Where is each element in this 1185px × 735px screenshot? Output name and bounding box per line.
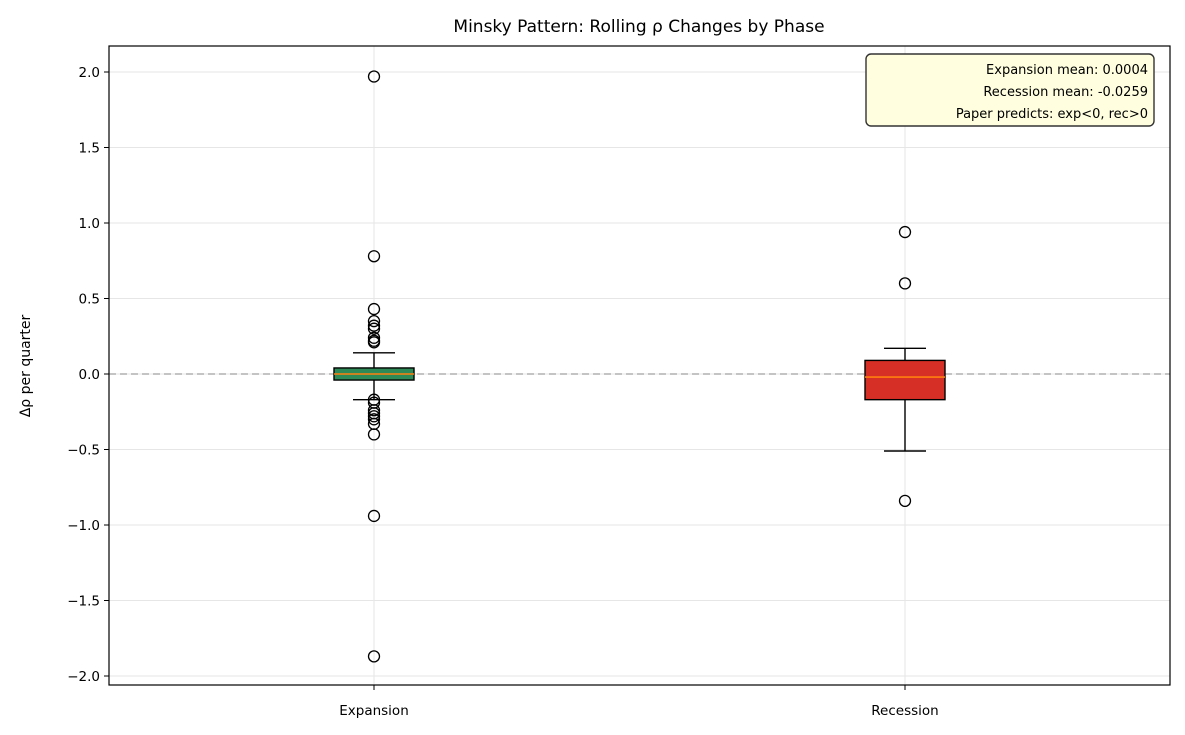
y-tick-label: −2.0 [67,669,100,685]
outlier-point [367,314,381,328]
chart-title: Minsky Pattern: Rolling ρ Changes by Pha… [453,17,824,37]
box-expansion [333,70,415,663]
y-tick-label: 0.5 [79,292,100,308]
outlier-point [898,225,912,239]
outlier-point [367,413,381,426]
y-tick-label: −1.5 [67,594,100,610]
y-tick-label: 0.0 [79,367,100,383]
y-tick-label: −0.5 [67,443,100,459]
outlier-point [367,250,381,263]
outlier-point [367,428,381,441]
grid-lines [109,46,1170,685]
annotation-line-1: Expansion mean: 0.0004 [986,63,1148,78]
y-axis-label: Δρ per quarter [18,314,34,417]
outlier-point [367,509,381,523]
annotation-line-2: Recession mean: -0.0259 [983,85,1148,100]
y-tick-label: −1.0 [67,518,100,534]
outlier-point [898,277,912,290]
outlier-point [367,319,381,332]
y-tick-label: 1.0 [79,216,100,232]
outlier-point [367,410,381,423]
outlier-point [367,336,381,349]
x-tick-label: Recession [871,703,938,719]
outlier-point [367,404,381,417]
outlier-point [898,494,912,507]
outlier-point [367,322,381,335]
box-plots [333,70,946,663]
outlier-point [367,650,381,663]
y-axis: 2.0 1.5 1.0 0.5 0.0 −0.5 −1.0 −1.5 −2.0 [67,65,109,685]
annotation-line-3: Paper predicts: exp<0, rec>0 [956,107,1148,122]
x-axis: Expansion Recession [339,685,939,719]
outlier-point [367,331,381,344]
y-tick-label: 1.5 [79,141,100,157]
box-recession [864,225,946,507]
outlier-point [367,302,381,316]
outlier-point [367,70,381,83]
x-tick-label: Expansion [339,703,409,719]
y-tick-label: 2.0 [79,65,100,81]
stats-annotation-box: Expansion mean: 0.0004 Recession mean: -… [865,53,1155,127]
plot-frame [108,45,1171,686]
